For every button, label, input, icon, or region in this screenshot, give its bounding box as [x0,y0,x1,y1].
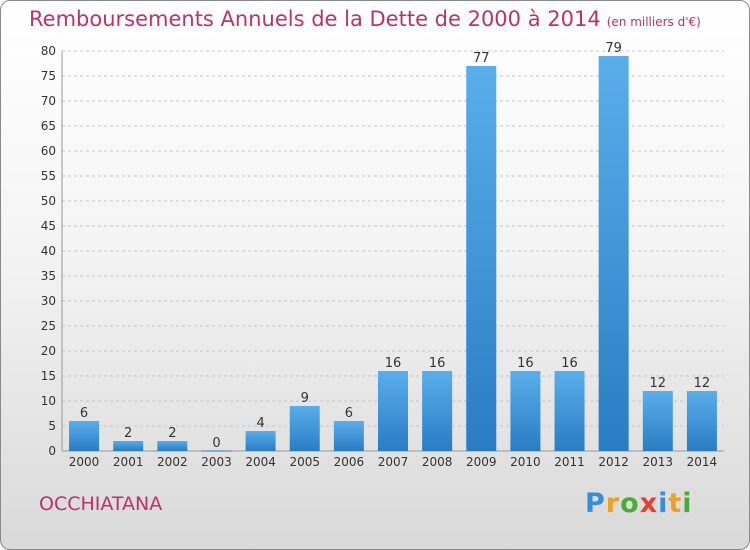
bar [642,391,673,451]
y-tick-label: 50 [41,194,56,208]
logo-letter: t [668,488,683,519]
x-tick-label: 2012 [598,455,629,469]
x-tick-label: 2003 [201,455,232,469]
bar [289,406,320,451]
chart-title: Remboursements Annuels de la Dette de 20… [29,7,701,31]
data-label: 0 [212,436,220,451]
y-tick-label: 80 [41,44,56,58]
y-tick-label: 60 [41,144,56,158]
data-label: 6 [345,406,353,421]
logo-letter: i [682,488,693,519]
y-tick-label: 65 [41,119,56,133]
x-tick-label: 2010 [510,455,541,469]
x-tick-label: 2007 [378,455,409,469]
y-tick-label: 20 [41,344,56,358]
logo-letter: x [639,488,659,519]
y-tick-label: 40 [41,244,56,258]
bar [598,56,629,451]
x-tick-label: 2014 [687,455,718,469]
y-tick-label: 55 [41,169,56,183]
x-tick-label: 2001 [113,455,144,469]
data-label: 4 [256,416,264,431]
bar [378,371,408,451]
data-label: 12 [694,376,711,391]
x-tick-label: 2002 [157,455,188,469]
logo-letter: i [658,488,669,519]
x-tick-label: 2011 [554,455,585,469]
data-label: 79 [605,41,622,56]
logo-letter: P [585,488,606,519]
x-tick-label: 2005 [289,455,320,469]
y-tick-label: 5 [48,419,56,433]
chart-title-text: Remboursements Annuels de la Dette de 20… [29,7,601,31]
x-tick-label: 2008 [422,455,453,469]
place-name: OCCHIATANA [39,493,163,515]
x-tick-label: 2013 [643,455,674,469]
bar [245,431,276,451]
y-tick-label: 0 [48,444,56,458]
y-tick-label: 30 [41,294,56,308]
data-label: 2 [124,426,132,441]
x-tick-label: 2006 [334,455,365,469]
bar [157,441,188,451]
data-label: 16 [561,356,578,371]
bar [466,66,497,451]
bar [554,371,585,451]
proxiti-logo: Proxiti [585,488,693,519]
logo-letter: r [605,488,621,519]
x-tick-label: 2009 [466,455,497,469]
bar [69,421,100,451]
bar [422,371,453,451]
bar [510,371,541,451]
y-tick-label: 25 [41,319,56,333]
y-tick-label: 70 [41,94,56,108]
bar [333,421,364,451]
y-tick-label: 35 [41,269,56,283]
y-tick-label: 75 [41,69,56,83]
data-label: 12 [650,376,667,391]
data-label: 16 [429,356,446,371]
data-label: 9 [301,391,309,406]
bar [113,441,144,451]
y-tick-label: 15 [41,369,56,383]
data-label: 16 [385,356,402,371]
data-label: 77 [473,51,490,66]
data-label: 16 [517,356,534,371]
x-tick-label: 2004 [245,455,276,469]
x-tick-label: 2000 [69,455,100,469]
chart-subtitle: (en milliers d'€) [606,15,701,29]
y-tick-label: 45 [41,219,56,233]
data-label: 2 [168,426,176,441]
y-tick-label: 10 [41,394,56,408]
data-label: 6 [80,406,88,421]
bar [686,391,717,451]
logo-letter: o [620,488,640,519]
